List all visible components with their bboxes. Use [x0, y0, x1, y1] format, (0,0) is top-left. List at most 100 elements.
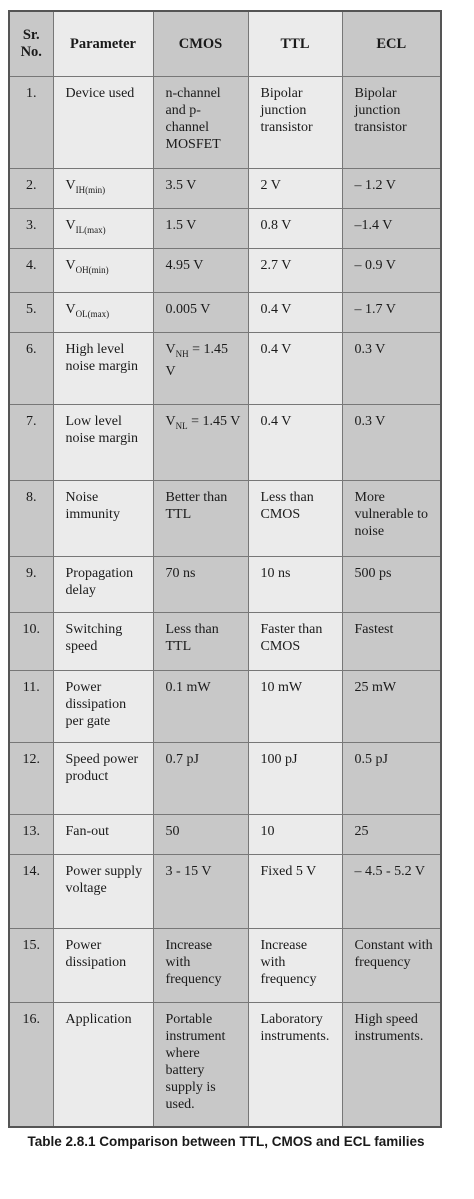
row-number: 3.: [8, 208, 54, 249]
row-number: 10.: [8, 612, 54, 671]
row-number: 15.: [8, 928, 54, 1003]
header-sr-no: Sr. No.: [8, 10, 54, 77]
table-row: 8. Noise immunity Better than TTL Less t…: [8, 480, 442, 557]
ecl-cell: High speed instruments.: [341, 1002, 442, 1127]
ttl-cell: Fixed 5 V: [247, 854, 343, 929]
table-row: 2. VIH(min) 3.5 V 2 V – 1.2 V: [8, 168, 442, 209]
cmos-cell: 0.1 mW: [152, 670, 249, 743]
ttl-cell: 10 mW: [247, 670, 343, 743]
cmos-cell: 0.7 pJ: [152, 742, 249, 815]
table-row: 13. Fan-out 50 10 25: [8, 814, 442, 855]
row-number: 12.: [8, 742, 54, 815]
cmos-cell: VNH = 1.45 V: [152, 332, 249, 405]
cmos-cell: 50: [152, 814, 249, 855]
table-row: 5. VOL(max) 0.005 V 0.4 V – 1.7 V: [8, 292, 442, 333]
table-caption: Table 2.8.1 Comparison between TTL, CMOS…: [27, 1134, 425, 1149]
parameter-cell: Application: [52, 1002, 154, 1127]
cmos-cell: 1.5 V: [152, 208, 249, 249]
ttl-cell: 100 pJ: [247, 742, 343, 815]
comparison-table: Sr. No. Parameter CMOS TTL ECL 1. Device…: [8, 10, 442, 1128]
row-number: 5.: [8, 292, 54, 333]
ecl-cell: 500 ps: [341, 556, 442, 613]
parameter-subscript: OL(max): [75, 308, 110, 319]
row-number: 6.: [8, 332, 54, 405]
ttl-cell: 0.4 V: [247, 404, 343, 481]
ecl-cell: 0.3 V: [341, 332, 442, 405]
table-header-row: Sr. No. Parameter CMOS TTL ECL: [8, 10, 442, 77]
table-row: 4. VOH(min) 4.95 V 2.7 V – 0.9 V: [8, 248, 442, 293]
ecl-cell: – 0.9 V: [341, 248, 442, 293]
cmos-value: = 1.45 V: [165, 342, 229, 379]
ecl-cell: –1.4 V: [341, 208, 442, 249]
ecl-cell: Constant with frequency: [341, 928, 442, 1003]
row-number: 4.: [8, 248, 54, 293]
row-number: 11.: [8, 670, 54, 743]
ttl-cell: 0.4 V: [247, 332, 343, 405]
cmos-cell: Portable instrument where battery supply…: [152, 1002, 249, 1127]
header-ttl: TTL: [247, 10, 343, 77]
cmos-cell: Increase with frequency: [152, 928, 249, 1003]
parameter-cell: VIH(min): [52, 168, 154, 209]
parameter-subscript: OH(min): [75, 264, 109, 275]
ecl-cell: – 4.5 - 5.2 V: [341, 854, 442, 929]
row-number: 8.: [8, 480, 54, 557]
parameter-cell: Fan-out: [52, 814, 154, 855]
ecl-cell: 25 mW: [341, 670, 442, 743]
ttl-cell: 10 ns: [247, 556, 343, 613]
cmos-cell: n-channel and p-channel MOSFET: [152, 76, 249, 169]
ttl-cell: 0.4 V: [247, 292, 343, 333]
row-number: 2.: [8, 168, 54, 209]
cmos-subscript: NL: [175, 420, 188, 431]
table-row: 1. Device used n-channel and p-channel M…: [8, 76, 442, 169]
parameter-cell: VOL(max): [52, 292, 154, 333]
row-number: 7.: [8, 404, 54, 481]
parameter-cell: Power dissipation: [52, 928, 154, 1003]
table-row: 7. Low level noise margin VNL = 1.45 V 0…: [8, 404, 442, 481]
parameter-symbol: V: [65, 178, 76, 193]
cmos-cell: Better than TTL: [152, 480, 249, 557]
parameter-symbol: V: [65, 218, 76, 233]
table-row: 9. Propagation delay 70 ns 10 ns 500 ps: [8, 556, 442, 613]
ecl-cell: 0.5 pJ: [341, 742, 442, 815]
header-ecl: ECL: [341, 10, 442, 77]
parameter-cell: Power supply voltage: [52, 854, 154, 929]
ttl-cell: Faster than CMOS: [247, 612, 343, 671]
ecl-cell: Fastest: [341, 612, 442, 671]
ttl-cell: Laboratory instruments.: [247, 1002, 343, 1127]
ecl-cell: Bipolar junction transistor: [341, 76, 442, 169]
parameter-cell: Speed power product: [52, 742, 154, 815]
parameter-subscript: IL(max): [75, 224, 106, 235]
parameter-cell: VIL(max): [52, 208, 154, 249]
table-row: 6. High level noise margin VNH = 1.45 V …: [8, 332, 442, 405]
table-row: 16. Application Portable instrument wher…: [8, 1002, 442, 1127]
ecl-cell: – 1.2 V: [341, 168, 442, 209]
ecl-cell: – 1.7 V: [341, 292, 442, 333]
cmos-symbol: V: [165, 342, 176, 357]
row-number: 16.: [8, 1002, 54, 1127]
ttl-cell: 2 V: [247, 168, 343, 209]
parameter-cell: High level noise margin: [52, 332, 154, 405]
ttl-cell: 0.8 V: [247, 208, 343, 249]
ecl-cell: 25: [341, 814, 442, 855]
parameter-cell: Device used: [52, 76, 154, 169]
cmos-cell: 70 ns: [152, 556, 249, 613]
header-cmos: CMOS: [152, 10, 249, 77]
ecl-cell: 0.3 V: [341, 404, 442, 481]
row-number: 14.: [8, 854, 54, 929]
ttl-cell: Bipolar junction transistor: [247, 76, 343, 169]
parameter-cell: Propagation delay: [52, 556, 154, 613]
cmos-cell: Less than TTL: [152, 612, 249, 671]
table-row: 12. Speed power product 0.7 pJ 100 pJ 0.…: [8, 742, 442, 815]
table-row: 14. Power supply voltage 3 - 15 V Fixed …: [8, 854, 442, 929]
cmos-cell: VNL = 1.45 V: [152, 404, 249, 481]
parameter-cell: Switching speed: [52, 612, 154, 671]
comparison-table-container: Sr. No. Parameter CMOS TTL ECL 1. Device…: [8, 10, 442, 1128]
ttl-cell: Increase with frequency: [247, 928, 343, 1003]
table-row: 3. VIL(max) 1.5 V 0.8 V –1.4 V: [8, 208, 442, 249]
cmos-subscript: NH: [175, 348, 189, 359]
parameter-symbol: V: [65, 258, 76, 273]
ttl-cell: Less than CMOS: [247, 480, 343, 557]
cmos-cell: 3 - 15 V: [152, 854, 249, 929]
cmos-cell: 0.005 V: [152, 292, 249, 333]
ttl-cell: 10: [247, 814, 343, 855]
